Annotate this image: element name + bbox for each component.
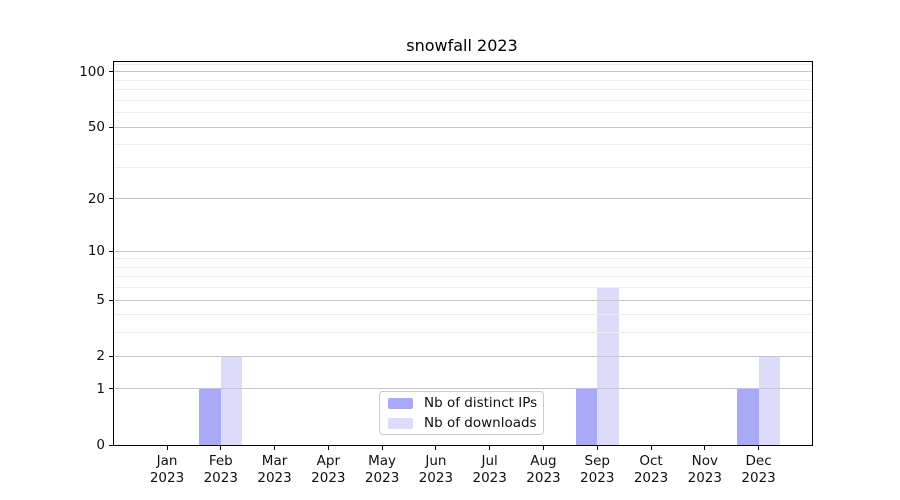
x-tick xyxy=(650,445,652,450)
gridline-major xyxy=(114,198,812,200)
y-tick xyxy=(109,444,114,446)
x-tick xyxy=(381,445,383,450)
x-tick-label: Jan 2023 xyxy=(149,453,185,486)
gridline-minor xyxy=(114,258,812,260)
bars-layer xyxy=(114,62,812,445)
gridline-minor xyxy=(114,266,812,268)
plot-area: 0 1 2 5 10 20 50 100 Jan 2023 Feb 2023 Mar 2023 Apr… xyxy=(79,61,813,486)
gridline-major xyxy=(114,71,812,73)
gridline-minor xyxy=(114,79,812,81)
x-tick xyxy=(274,445,276,450)
gridline-major xyxy=(114,355,812,357)
y-tick xyxy=(109,71,114,73)
gridline-minor xyxy=(114,99,812,101)
x-tick-label: Aug 2023 xyxy=(526,453,561,486)
y-tick xyxy=(109,355,114,357)
y-tick-label: 1 xyxy=(96,380,105,397)
gridlines-layer xyxy=(114,62,812,445)
gridline-minor xyxy=(114,112,812,114)
gridline-major xyxy=(114,250,812,252)
gridline-minor xyxy=(114,332,812,334)
y-tick-label: 20 xyxy=(87,190,105,207)
bar-downloads xyxy=(758,356,781,445)
x-tick-label: Apr 2023 xyxy=(311,453,346,486)
bar-distinct-ips xyxy=(575,388,598,445)
x-tick xyxy=(596,445,598,450)
y-tick-label: 0 xyxy=(96,437,105,453)
x-tick xyxy=(704,445,706,450)
y-tick xyxy=(109,388,114,390)
x-tick xyxy=(220,445,222,450)
y-tick-label: 100 xyxy=(79,63,105,80)
legend-label-distinct-ips: Nb of distinct IPs xyxy=(424,395,538,411)
bar-distinct-ips xyxy=(737,388,759,445)
x-tick-label: Dec 2023 xyxy=(741,453,776,486)
gridline-minor xyxy=(114,314,812,316)
x-tick-label: Jun 2023 xyxy=(418,453,454,486)
x-tick-label: Nov 2023 xyxy=(687,453,722,486)
gridline-minor xyxy=(114,144,812,146)
chart-title: snowfall 2023 xyxy=(406,36,518,55)
y-tick xyxy=(109,250,114,252)
y-tick xyxy=(109,299,114,301)
gridline-major xyxy=(114,299,812,301)
x-tick-label: Jul 2023 xyxy=(472,453,507,486)
x-tick xyxy=(327,445,329,450)
x-tick-label: May 2023 xyxy=(364,453,400,486)
legend-swatch-downloads xyxy=(388,417,413,429)
y-tick-label: 5 xyxy=(96,292,105,309)
x-tick xyxy=(542,445,544,450)
y-tick-label: 2 xyxy=(96,348,105,365)
gridline-minor xyxy=(114,63,812,65)
legend-entry-downloads: Nb of downloads xyxy=(388,415,543,432)
gridline-minor xyxy=(114,89,812,91)
gridline-minor xyxy=(114,287,812,289)
x-tick xyxy=(758,445,760,450)
gridline-minor xyxy=(114,166,812,168)
y-tick-label: 10 xyxy=(87,243,105,260)
x-tick-label: Oct 2023 xyxy=(633,453,669,486)
legend: Nb of distinct IPs Nb of downloads xyxy=(379,391,544,435)
y-tick xyxy=(109,198,114,200)
gridline-major xyxy=(114,388,812,390)
x-tick xyxy=(489,445,491,450)
axis-ticks-layer: 0 1 2 5 10 20 50 100 Jan 2023 Feb 2023 Mar 2023 Apr… xyxy=(79,62,812,486)
legend-swatch-distinct-ips xyxy=(388,397,413,409)
x-tick-label: Sep 2023 xyxy=(580,453,615,486)
bar-downloads xyxy=(597,287,619,445)
bar-downloads xyxy=(220,356,243,445)
y-tick xyxy=(109,126,114,128)
x-tick-label: Feb 2023 xyxy=(203,453,238,486)
legend-entry-distinct-ips: Nb of distinct IPs xyxy=(388,395,543,412)
x-tick xyxy=(435,445,437,450)
gridline-major xyxy=(114,126,812,128)
y-tick-label: 50 xyxy=(87,119,105,136)
bar-distinct-ips xyxy=(199,388,221,445)
x-tick-label: Mar 2023 xyxy=(257,453,292,486)
x-tick xyxy=(166,445,168,450)
gridline-minor xyxy=(114,276,812,278)
legend-label-downloads: Nb of downloads xyxy=(424,415,537,431)
